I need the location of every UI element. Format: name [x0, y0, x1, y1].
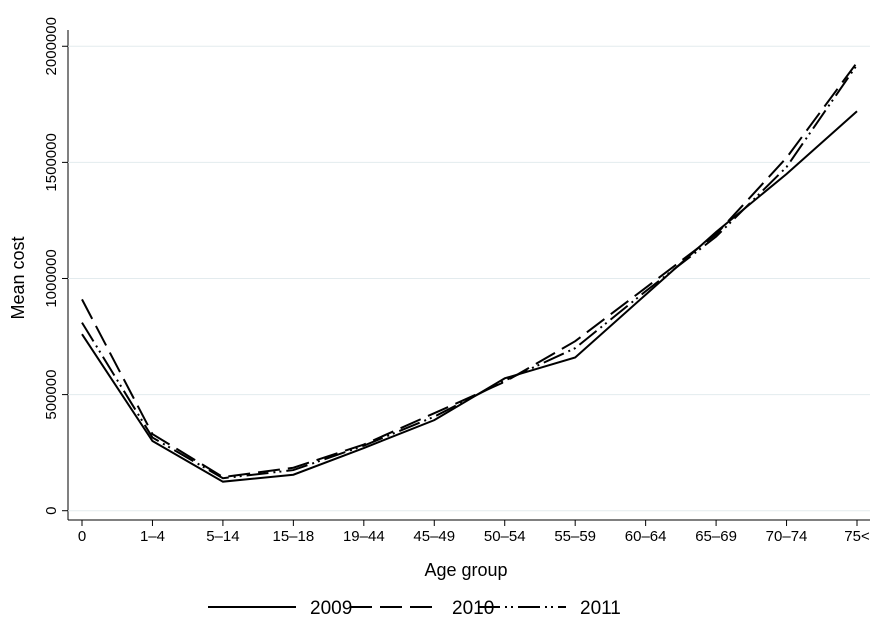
- x-tick-label: 55–59: [554, 528, 596, 545]
- y-axis-title: Mean cost: [8, 236, 28, 319]
- y-tick-label: 1000000: [43, 249, 60, 307]
- x-tick-label: 70–74: [766, 528, 808, 545]
- x-tick-label: 75<: [844, 528, 870, 545]
- line-series: [81, 64, 858, 480]
- x-tick-label: 45–49: [413, 528, 455, 545]
- legend-label: 2010: [452, 598, 494, 619]
- x-tick-label: 1–4: [140, 528, 165, 545]
- x-axis-title: Age group: [424, 560, 507, 580]
- y-tick-label: 1500000: [43, 133, 60, 191]
- x-tick-label: 50–54: [484, 528, 526, 545]
- x-tick-label: 60–64: [625, 528, 667, 545]
- legend-label: 2009: [310, 598, 352, 619]
- line-series: [81, 61, 858, 479]
- x-tick-label: 0: [78, 528, 86, 545]
- x-tick-label: 65–69: [695, 528, 737, 545]
- x-tick-label: 5–14: [206, 528, 239, 545]
- y-tick-label: 500000: [43, 370, 60, 420]
- x-tick-label: 15–18: [273, 528, 315, 545]
- x-tick-label: 19–44: [343, 528, 385, 545]
- y-tick-label: 0: [43, 507, 60, 515]
- legend-label: 2011: [580, 598, 621, 619]
- line-series: [81, 110, 858, 483]
- y-tick-label: 2000000: [43, 17, 60, 75]
